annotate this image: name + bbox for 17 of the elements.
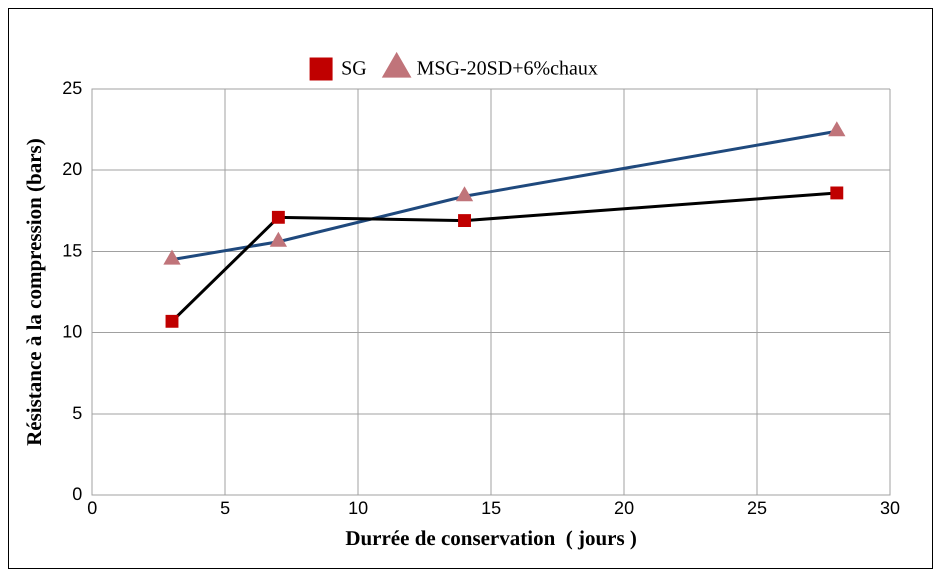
y-axis-title: Résistance à la compression (bars) — [22, 138, 46, 446]
y-tick-label: 20 — [62, 159, 82, 180]
x-tick-label: 30 — [880, 498, 900, 518]
legend-label: MSG-20SD+6%chaux — [416, 57, 598, 80]
x-tick-label: 0 — [87, 498, 98, 518]
x-tick-label: 10 — [348, 498, 368, 518]
y-tick-label: 5 — [72, 402, 82, 423]
x-tick-label: 25 — [747, 498, 768, 518]
y-tick-label: 15 — [62, 240, 82, 260]
x-tick-label: 5 — [220, 498, 230, 518]
y-tick-label: 10 — [62, 322, 82, 342]
legend-label: SG — [341, 57, 367, 80]
x-axis-title: Durrée de conservation ( jours ) — [345, 526, 637, 550]
x-tick-label: 15 — [481, 498, 502, 518]
y-tick-label: 25 — [62, 78, 82, 98]
y-tick-label: 0 — [72, 484, 82, 504]
x-tick-label: 20 — [614, 498, 634, 518]
